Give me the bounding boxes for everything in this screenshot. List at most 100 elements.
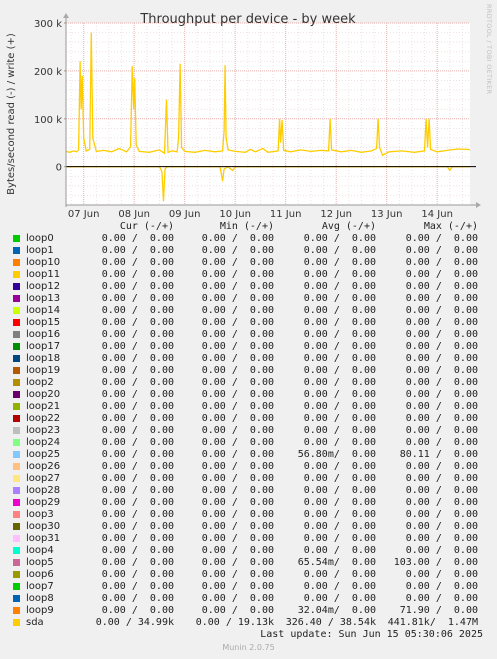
legend-max: 0.00 / 0.00	[405, 365, 478, 376]
series-layer	[65, 32, 471, 202]
legend-min: 0.00 / 0.00	[201, 509, 274, 520]
legend-name: loop8	[26, 593, 54, 604]
legend-max: 0.00 / 0.00	[405, 485, 478, 496]
last-update: Last update: Sun Jun 15 05:30:06 2025	[260, 629, 483, 640]
legend-name: loop9	[26, 605, 54, 616]
legend-avg: 0.00 / 0.00	[303, 401, 376, 412]
legend-cur: 0.00 / 0.00	[101, 401, 174, 412]
legend-avg: 0.00 / 0.00	[303, 353, 376, 364]
legend-min: 0.00 / 0.00	[201, 521, 274, 532]
legend-cur: 0.00 / 0.00	[101, 545, 174, 556]
legend-row-loop26: loop26 0.00 / 0.00 0.00 / 0.00 0.00 / 0.00 0…	[0, 461, 497, 473]
legend-max: 0.00 / 0.00	[405, 245, 478, 256]
legend-avg: 0.00 / 0.00	[303, 437, 376, 448]
legend-name: loop6	[26, 569, 54, 580]
legend-header-min: Min (-/+)	[219, 221, 274, 232]
legend-min: 0.00 / 0.00	[201, 593, 274, 604]
legend-row-loop10: loop10 0.00 / 0.00 0.00 / 0.00 0.00 / 0.00 0…	[0, 257, 497, 269]
legend-avg: 0.00 / 0.00	[303, 485, 376, 496]
legend-row-loop12: loop12 0.00 / 0.00 0.00 / 0.00 0.00 / 0.00 0…	[0, 281, 497, 293]
legend-name: loop19	[26, 365, 61, 376]
legend-min: 0.00 / 0.00	[201, 413, 274, 424]
legend-row-loop15: loop15 0.00 / 0.00 0.00 / 0.00 0.00 / 0.00 0…	[0, 317, 497, 329]
legend-name: loop13	[26, 293, 61, 304]
legend-max: 0.00 / 0.00	[405, 509, 478, 520]
legend-min: 0.00 / 0.00	[201, 473, 274, 484]
x-tick-label: 13 Jun	[371, 209, 403, 220]
legend-cur: 0.00 / 0.00	[101, 509, 174, 520]
legend-swatch	[13, 451, 20, 458]
legend-min: 0.00 / 0.00	[201, 353, 274, 364]
x-tick-label: 12 Jun	[320, 209, 352, 220]
legend-swatch	[13, 547, 20, 554]
legend-max: 0.00 / 0.00	[405, 317, 478, 328]
legend-swatch	[13, 499, 20, 506]
legend-cur: 0.00 / 0.00	[101, 569, 174, 580]
legend-cur: 0.00 / 0.00	[101, 281, 174, 292]
legend-row-loop13: loop13 0.00 / 0.00 0.00 / 0.00 0.00 / 0.00 0…	[0, 293, 497, 305]
legend-row-loop9: loop9 0.00 / 0.00 0.00 / 0.00 32.04m/ 0.00 7…	[0, 605, 497, 617]
legend-max: 71.90 / 0.00	[399, 605, 478, 616]
legend-header: Cur (-/+) Min (-/+) Avg (-/+) Max (-/+)	[0, 221, 497, 233]
legend-name: loop24	[26, 437, 61, 448]
legend-cur: 0.00 / 0.00	[101, 581, 174, 592]
legend-swatch	[13, 571, 20, 578]
legend-avg: 0.00 / 0.00	[303, 389, 376, 400]
legend-avg: 0.00 / 0.00	[303, 377, 376, 388]
legend-swatch	[13, 367, 20, 374]
legend-swatch	[13, 487, 20, 494]
legend-name: loop20	[26, 389, 61, 400]
legend-max: 0.00 / 0.00	[405, 593, 478, 604]
x-ticks: 07 Jun 08 Jun 09 Jun 10 Jun 11 Jun 12 Jun 13 J…	[68, 209, 453, 220]
y-tick-label: 300 k	[34, 19, 62, 30]
legend-swatch	[13, 235, 20, 242]
legend-cur: 0.00 / 0.00	[101, 473, 174, 484]
legend-name: sda	[26, 617, 44, 628]
x-axis-arrow	[476, 202, 481, 208]
legend-max: 0.00 / 0.00	[405, 545, 478, 556]
legend-avg: 0.00 / 0.00	[303, 569, 376, 580]
legend-min: 0.00 / 0.00	[201, 317, 274, 328]
munin-version: Munin 2.0.75	[222, 643, 275, 652]
y-tick-label: 100 k	[34, 115, 62, 126]
legend-rows: loop0 0.00 / 0.00 0.00 / 0.00 0.00 / 0.00 0.…	[0, 233, 497, 629]
legend-swatch	[13, 379, 20, 386]
legend-avg: 326.40 / 38.54k	[285, 617, 376, 628]
legend-avg: 32.04m/ 0.00	[297, 605, 376, 616]
legend-name: loop18	[26, 353, 61, 364]
legend-name: loop14	[26, 305, 61, 316]
legend-avg: 0.00 / 0.00	[303, 233, 376, 244]
legend-cur: 0.00 / 0.00	[101, 461, 174, 472]
axes	[63, 13, 481, 208]
legend-min: 0.00 / 0.00	[201, 305, 274, 316]
legend-avg: 0.00 / 0.00	[303, 257, 376, 268]
legend-name: loop29	[26, 497, 61, 508]
x-tick-label: 07 Jun	[68, 209, 100, 220]
legend-name: loop26	[26, 461, 61, 472]
legend-cur: 0.00 / 0.00	[101, 341, 174, 352]
x-tick-label: 08 Jun	[118, 209, 150, 220]
y-ticks: 300 k 200 k 100 k 0	[34, 19, 66, 174]
legend-max: 0.00 / 0.00	[405, 269, 478, 280]
legend-swatch	[13, 343, 20, 350]
legend-min: 0.00 / 0.00	[201, 377, 274, 388]
legend-avg: 0.00 / 0.00	[303, 329, 376, 340]
legend-avg: 0.00 / 0.00	[303, 413, 376, 424]
legend-max: 0.00 / 0.00	[405, 581, 478, 592]
legend-max: 0.00 / 0.00	[405, 569, 478, 580]
legend-avg: 0.00 / 0.00	[303, 305, 376, 316]
legend-swatch	[13, 247, 20, 254]
legend-swatch	[13, 319, 20, 326]
legend-name: loop2	[26, 377, 54, 388]
legend-max: 0.00 / 0.00	[405, 413, 478, 424]
legend-avg: 65.54m/ 0.00	[297, 557, 376, 568]
legend-avg: 0.00 / 0.00	[303, 341, 376, 352]
legend-max: 0.00 / 0.00	[405, 497, 478, 508]
legend-min: 0.00 / 0.00	[201, 281, 274, 292]
legend-min: 0.00 / 0.00	[201, 449, 274, 460]
legend-cur: 0.00 / 0.00	[101, 497, 174, 508]
legend-name: loop28	[26, 485, 61, 496]
legend-cur: 0.00 / 0.00	[101, 557, 174, 568]
legend-swatch	[13, 523, 20, 530]
y-tick-label: 0	[56, 163, 62, 174]
